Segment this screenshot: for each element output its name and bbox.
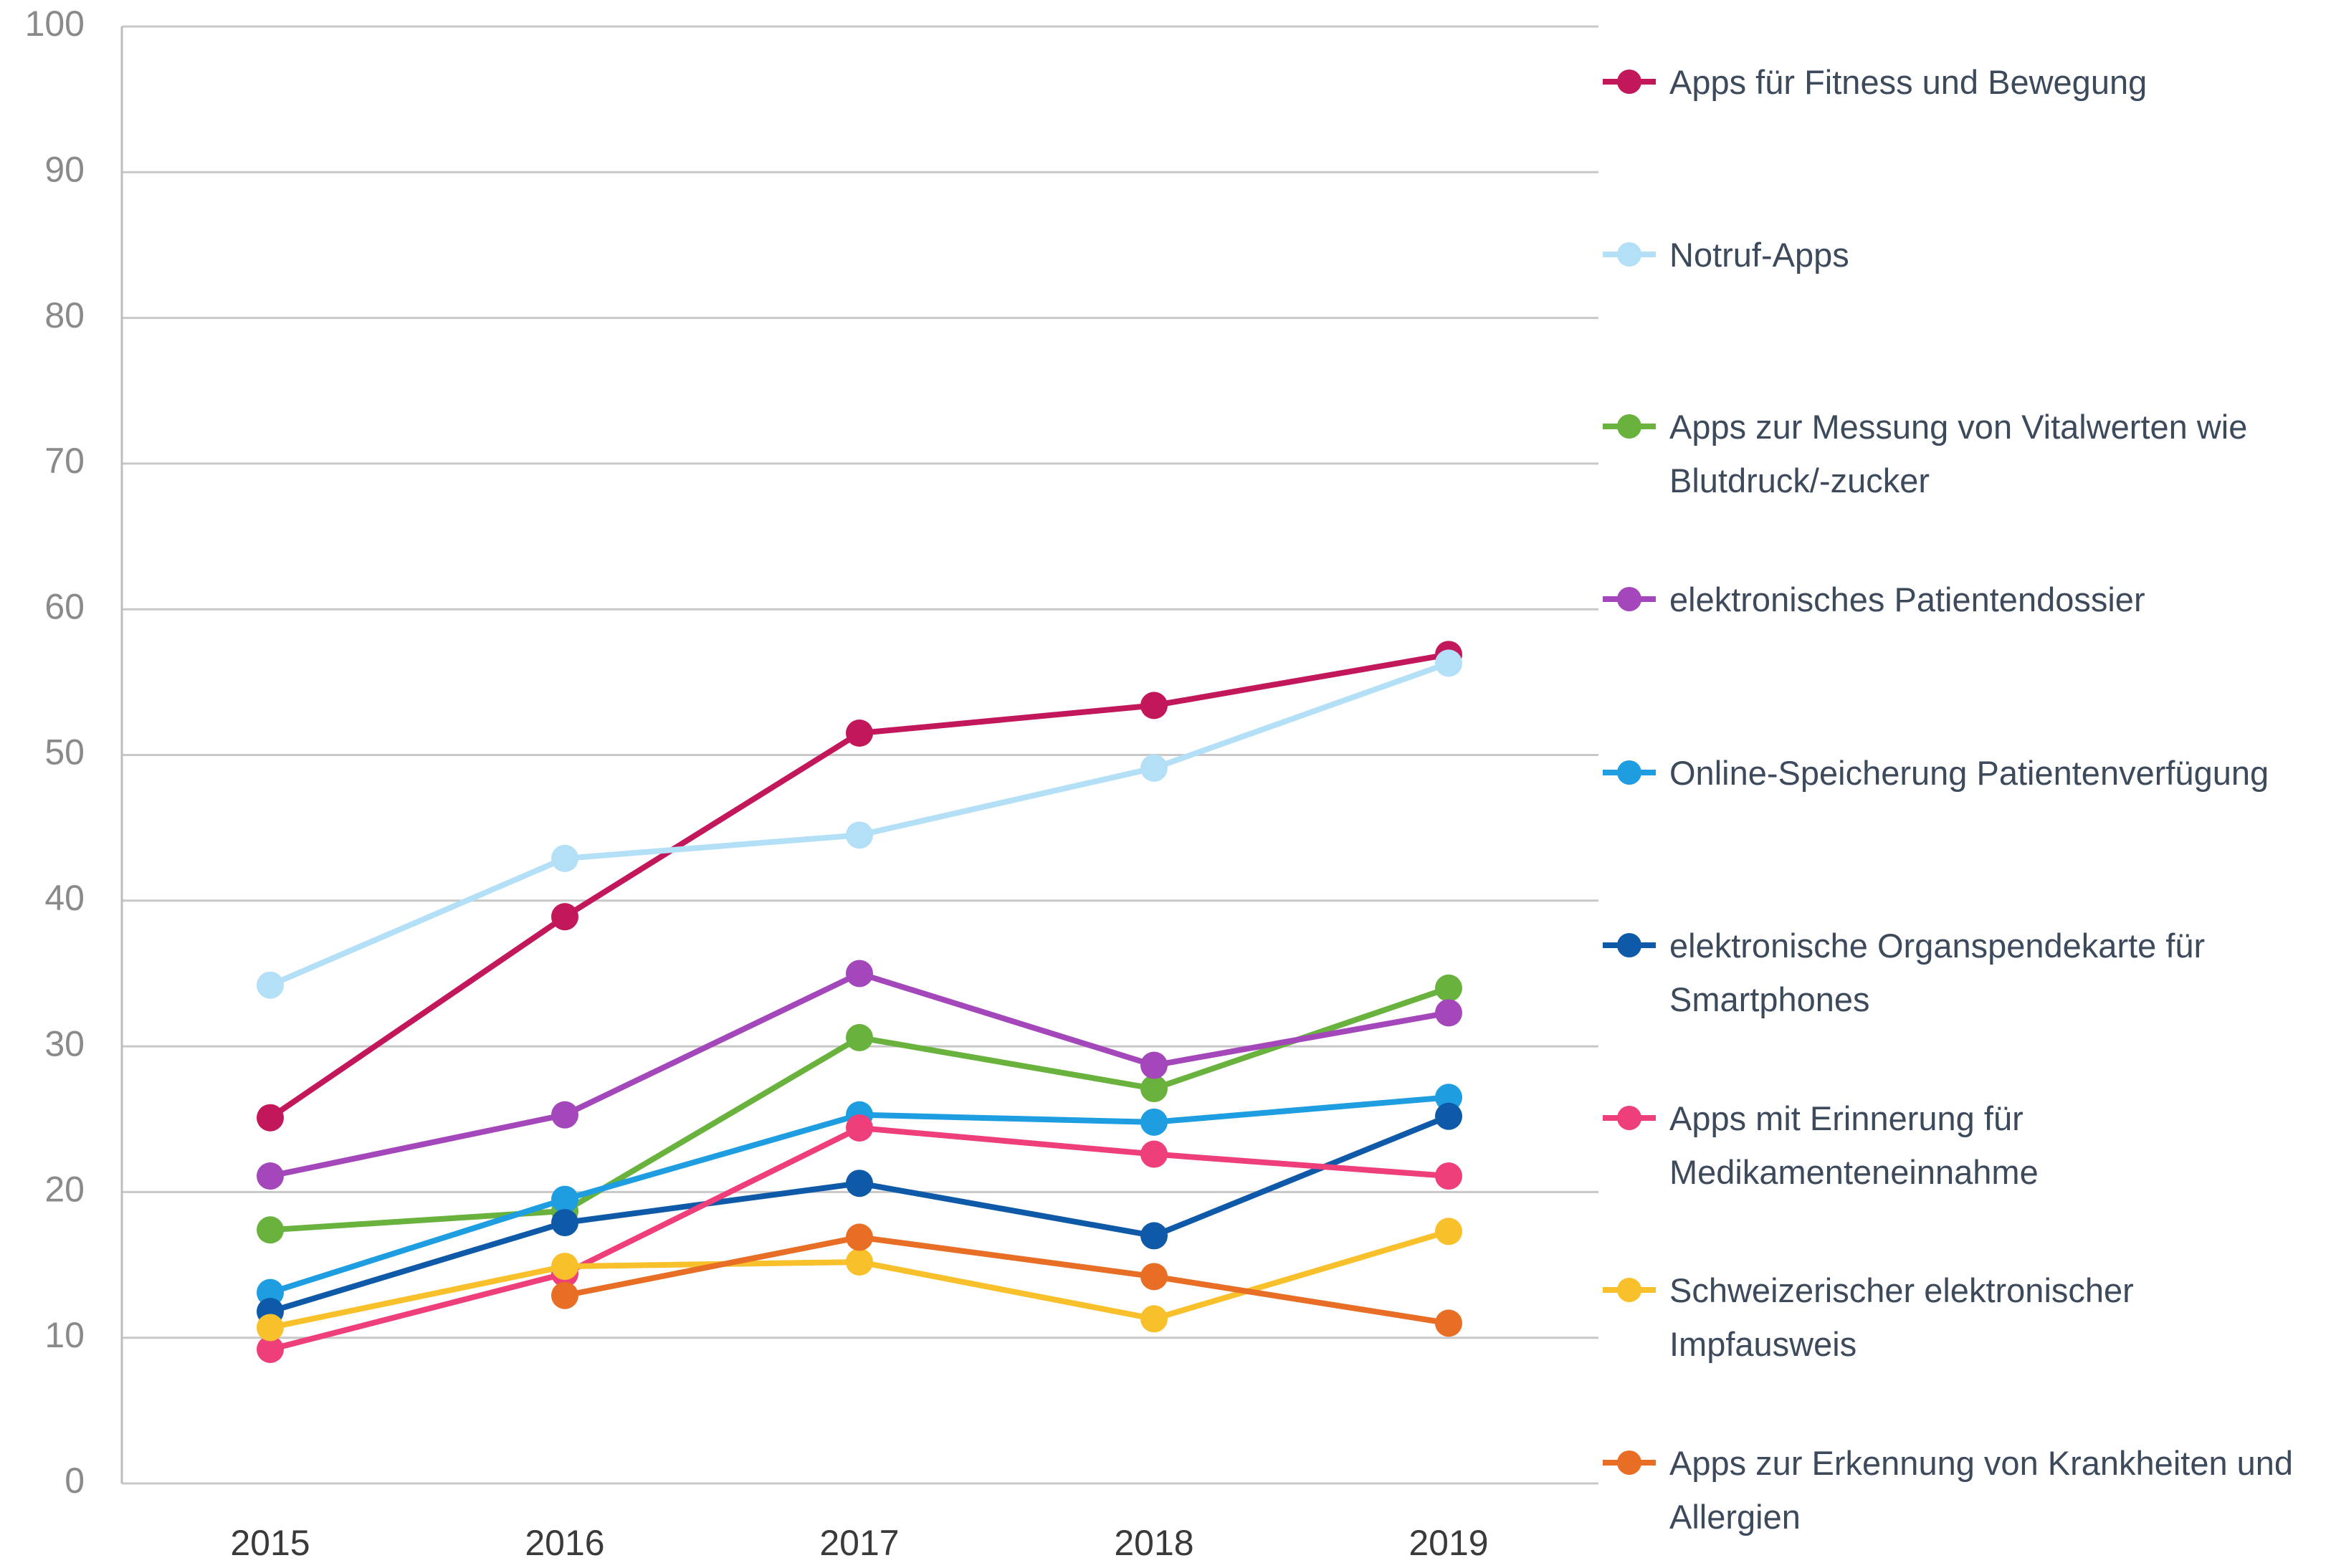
x-tick-label: 2016 xyxy=(525,1523,604,1563)
legend-item: Apps mit Erinnerung für Medikamenteneinn… xyxy=(1603,1099,2327,1199)
legend-item: Apps für Fitness und Bewegung xyxy=(1603,63,2327,109)
legend-label: Apps zur Messung von Vitalwerten wie Blu… xyxy=(1669,408,2248,499)
y-tick-label: 50 xyxy=(44,732,85,773)
data-point xyxy=(1435,1162,1462,1190)
y-tick-label: 40 xyxy=(44,878,85,918)
data-point xyxy=(257,1314,284,1342)
data-point xyxy=(551,1185,578,1213)
data-point xyxy=(846,720,873,747)
data-point xyxy=(1140,754,1168,782)
legend-item: Schweizerischer elektronischer Impfauswe… xyxy=(1603,1271,2327,1371)
legend-marker xyxy=(1603,242,1656,267)
legend-marker xyxy=(1603,1278,1656,1302)
legend-dot xyxy=(1617,933,1641,957)
legend-item: Apps zur Messung von Vitalwerten wie Blu… xyxy=(1603,408,2327,507)
data-point xyxy=(1140,1140,1168,1168)
data-point xyxy=(551,1209,578,1237)
data-point xyxy=(551,903,578,931)
legend-label: Online-Speicherung Patientenverfügung xyxy=(1669,754,2269,792)
legend-label: elektronische Organspendekarte für Smart… xyxy=(1669,927,2206,1018)
legend-marker xyxy=(1603,1450,1656,1475)
y-tick-label: 30 xyxy=(44,1023,85,1063)
data-point xyxy=(846,821,873,849)
data-point xyxy=(846,1248,873,1276)
data-point xyxy=(1435,1084,1462,1112)
data-point xyxy=(1140,692,1168,720)
data-point xyxy=(1435,1102,1462,1130)
legend-item: Online-Speicherung Patientenverfügung xyxy=(1603,754,2327,800)
legend-label: Apps zur Erkennung von Krankheiten und A… xyxy=(1669,1444,2294,1536)
legend-marker xyxy=(1603,933,1656,957)
data-point xyxy=(1140,1075,1168,1103)
chart: 0 10 20 30 40 50 60 70 80 90 100 2015 2016 2017 2018 20… xyxy=(25,4,1598,1563)
legend-marker xyxy=(1603,587,1656,611)
x-tick-label: 2018 xyxy=(1114,1523,1193,1563)
data-point xyxy=(1140,1222,1168,1250)
data-point xyxy=(257,971,284,999)
legend-label: Apps für Fitness und Bewegung xyxy=(1669,63,2148,101)
y-tick-label: 100 xyxy=(25,4,85,44)
legend-label: elektronisches Patientendossier xyxy=(1669,580,2145,618)
legend-dot xyxy=(1617,1278,1641,1302)
x-tick-label: 2015 xyxy=(230,1523,310,1563)
y-tick-label: 0 xyxy=(65,1461,85,1501)
data-point xyxy=(1140,1108,1168,1136)
legend-dot xyxy=(1617,414,1641,439)
legend-dot xyxy=(1617,242,1641,267)
legend-dot xyxy=(1617,587,1641,611)
legend-marker xyxy=(1603,414,1656,439)
y-tick-label: 20 xyxy=(44,1170,85,1210)
legend-dot xyxy=(1617,1450,1641,1475)
legend-marker xyxy=(1603,70,1656,94)
legend-item: Apps zur Erkennung von Krankheiten und A… xyxy=(1603,1444,2327,1544)
y-tick-label: 10 xyxy=(44,1315,85,1355)
series-line xyxy=(270,970,1449,1179)
y-tick-label: 90 xyxy=(44,150,85,190)
legend-dot xyxy=(1617,70,1641,94)
data-point xyxy=(551,844,578,872)
data-point xyxy=(846,1170,873,1197)
data-point xyxy=(551,1253,578,1281)
y-tick-label: 60 xyxy=(44,586,85,626)
legend-marker xyxy=(1603,1106,1656,1130)
data-point xyxy=(846,1114,873,1142)
legend-item: elektronische Organspendekarte für Smart… xyxy=(1603,927,2327,1026)
y-tick-label: 80 xyxy=(44,295,85,335)
x-tick-label: 2019 xyxy=(1408,1523,1488,1563)
data-point xyxy=(257,1162,284,1190)
data-point xyxy=(257,1335,284,1363)
data-point xyxy=(257,1278,284,1306)
legend-label: Schweizerischer elektronischer Impfauswe… xyxy=(1669,1271,2134,1363)
y-tick-label: 70 xyxy=(44,441,85,481)
data-point xyxy=(1140,1051,1168,1079)
legend-dot xyxy=(1617,1106,1641,1130)
data-point xyxy=(551,1101,578,1129)
data-point xyxy=(257,1104,284,1132)
data-point xyxy=(1140,1305,1168,1333)
data-point xyxy=(257,1216,284,1244)
legend-item: Notruf-Apps xyxy=(1603,236,2327,282)
data-point xyxy=(1435,1218,1462,1246)
data-point xyxy=(1435,974,1462,1002)
data-point xyxy=(1435,649,1462,677)
legend-dot xyxy=(1617,760,1641,785)
legend-marker xyxy=(1603,760,1656,785)
series-line xyxy=(564,1234,1449,1326)
x-tick-label: 2017 xyxy=(819,1523,899,1563)
data-point xyxy=(846,1023,873,1051)
data-point xyxy=(846,1223,873,1251)
legend-label: Notruf-Apps xyxy=(1669,236,1849,274)
data-point xyxy=(1140,1263,1168,1291)
data-point xyxy=(846,960,873,988)
data-point xyxy=(551,1281,578,1309)
data-point xyxy=(1435,1309,1462,1337)
data-point xyxy=(1435,999,1462,1027)
legend-label: Apps mit Erinnerung für Medikamenteneinn… xyxy=(1669,1099,2039,1191)
legend-item: elektronisches Patientendossier xyxy=(1603,580,2327,626)
